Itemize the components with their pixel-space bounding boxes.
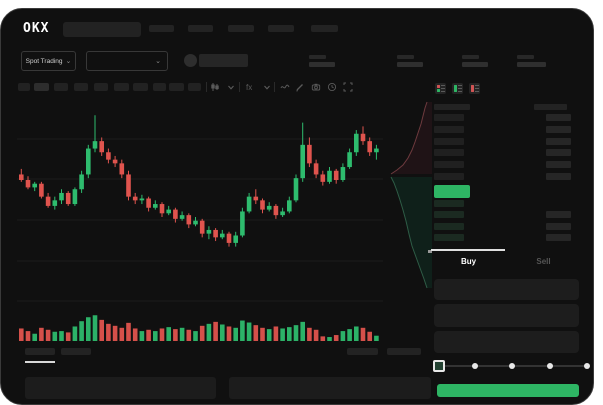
timeframe-button[interactable] (94, 83, 108, 91)
sell-tab-label: Sell (536, 256, 551, 266)
active-tab-underline (25, 361, 55, 363)
clock-settings-icon[interactable] (327, 82, 337, 92)
timeframe-button[interactable] (133, 83, 148, 91)
market-type-selector[interactable]: Spot Trading ⌄ (21, 51, 76, 71)
chevron-down-icon: ⌄ (65, 57, 72, 65)
bottom-tab-active[interactable] (25, 348, 55, 355)
tab-buy[interactable]: Buy (431, 251, 506, 271)
app-window: OKX Spot Trading ⌄ ⌄ (0, 8, 594, 405)
book-amount-cell (546, 126, 571, 133)
book-amount-cell (546, 173, 571, 180)
market-type-label: Spot Trading (25, 57, 63, 65)
bottom-toolbar-item[interactable] (347, 348, 378, 355)
buy-submit-button[interactable] (437, 384, 579, 397)
book-view-both-icon[interactable] (435, 83, 446, 94)
tab-sell[interactable]: Sell (506, 251, 581, 271)
amount-input[interactable] (434, 304, 579, 327)
indicators-icon[interactable]: fx (245, 82, 255, 92)
line-type-icon[interactable] (280, 82, 290, 92)
nav-item[interactable] (149, 25, 174, 32)
chevron-down-icon[interactable] (226, 82, 236, 92)
nav-item[interactable] (188, 25, 213, 32)
book-amount-cell (546, 234, 571, 241)
chevron-down-icon[interactable] (262, 82, 272, 92)
book-amount-cell (546, 149, 571, 156)
slider-dot-50[interactable] (509, 363, 515, 369)
book-amount-cell (546, 211, 571, 218)
okx-logo: OKX (23, 21, 50, 36)
slider-dot-75[interactable] (547, 363, 553, 369)
book-amount-cell (546, 138, 571, 145)
nav-item[interactable] (228, 25, 254, 32)
book-amount-cell (546, 114, 571, 121)
timeframe-button[interactable] (188, 83, 201, 91)
depth-chart (390, 101, 432, 289)
pair-name-placeholder[interactable] (199, 54, 248, 67)
book-price-cell (434, 114, 464, 121)
book-amount-cell (546, 223, 571, 230)
book-price-cell (434, 161, 464, 168)
toolbar-divider (206, 82, 207, 92)
chart-style-icon[interactable] (210, 82, 220, 92)
book-price-cell (434, 138, 464, 145)
book-column-header (434, 104, 470, 110)
book-column-header (534, 104, 567, 110)
bottom-panel (25, 377, 216, 399)
chevron-down-icon: ⌄ (155, 57, 161, 65)
svg-text:fx: fx (246, 83, 252, 92)
price-input[interactable] (434, 279, 579, 300)
last-price-badge[interactable] (434, 185, 470, 198)
buy-tab-label: Buy (460, 256, 477, 266)
timeframe-button[interactable] (169, 83, 184, 91)
bottom-tab[interactable] (61, 348, 91, 355)
toolbar-divider (274, 82, 275, 92)
timeframe-button[interactable] (18, 83, 30, 91)
slider-handle[interactable] (433, 360, 445, 372)
fullscreen-icon[interactable] (343, 82, 353, 92)
nav-item[interactable] (268, 25, 294, 32)
book-amount-cell (546, 161, 571, 168)
draw-pencil-icon[interactable] (295, 82, 305, 92)
coin-icon (184, 54, 197, 67)
bottom-panel (229, 377, 431, 399)
timeframe-button[interactable] (153, 83, 166, 91)
book-price-cell (434, 200, 464, 207)
book-price-cell (434, 126, 464, 133)
book-price-cell (434, 149, 464, 156)
slider-dot-100[interactable] (584, 363, 590, 369)
timeframe-button[interactable] (54, 83, 68, 91)
timeframe-button[interactable] (114, 83, 129, 91)
book-price-cell (434, 234, 464, 241)
book-view-bids-icon[interactable] (452, 83, 463, 94)
search-input[interactable] (63, 22, 141, 37)
book-price-cell (434, 173, 464, 180)
book-price-cell (434, 211, 464, 218)
timeframe-button[interactable] (74, 83, 88, 91)
book-view-asks-icon[interactable] (469, 83, 480, 94)
toolbar-divider (239, 82, 240, 92)
pair-dropdown[interactable]: ⌄ (86, 51, 168, 71)
slider-dot-25[interactable] (472, 363, 478, 369)
timeframe-button-active[interactable] (34, 83, 49, 91)
book-price-cell (434, 223, 464, 230)
camera-icon[interactable] (311, 82, 321, 92)
nav-item[interactable] (311, 25, 338, 32)
buy-tab-underline (431, 249, 505, 251)
candlestick-chart[interactable] (17, 101, 383, 347)
total-input[interactable] (434, 331, 579, 353)
bottom-toolbar-item[interactable] (387, 348, 421, 355)
